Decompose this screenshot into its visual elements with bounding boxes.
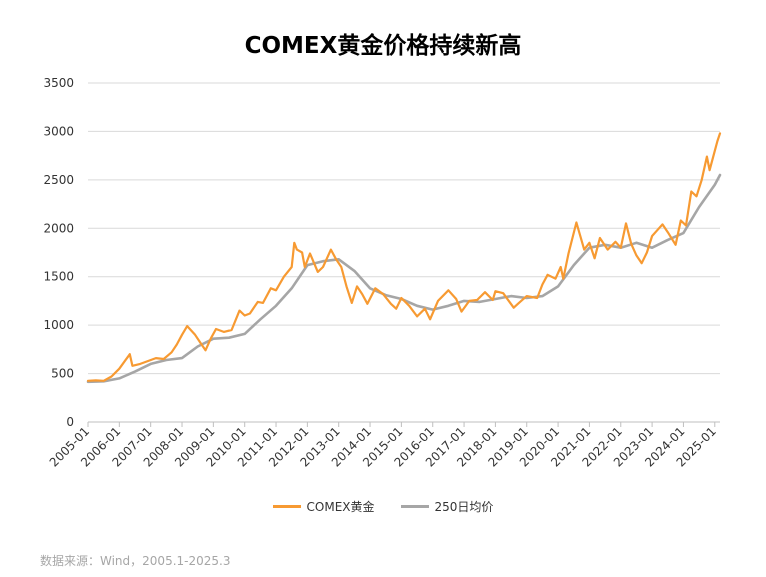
series-line-comex-gold (86, 132, 722, 382)
legend-item-ma250: 250日均价 (400, 498, 494, 515)
chart-title: COMEX黄金价格持续新高 (244, 33, 522, 59)
y-tick-label: 3000 (43, 124, 74, 138)
y-tick-label: 1000 (43, 318, 74, 332)
legend-label-ma250: 250日均价 (434, 500, 494, 514)
y-tick-label: 1500 (43, 270, 74, 284)
y-tick-label: 0 (66, 415, 74, 429)
legend: COMEX黄金 250日均价 (0, 498, 766, 515)
legend-swatch-ma250 (400, 505, 429, 508)
y-tick-label: 500 (51, 367, 74, 381)
legend-swatch-gold (272, 505, 301, 508)
y-tick-label: 3500 (43, 76, 74, 90)
y-tick-label: 2000 (43, 221, 74, 235)
y-tick-label: 2500 (43, 173, 74, 187)
source-note: 数据来源：Wind，2005.1-2025.3 (40, 554, 231, 568)
legend-label-gold: COMEX黄金 (306, 500, 375, 514)
legend-item-gold: COMEX黄金 (272, 498, 375, 515)
series-line-ma250 (86, 173, 722, 384)
